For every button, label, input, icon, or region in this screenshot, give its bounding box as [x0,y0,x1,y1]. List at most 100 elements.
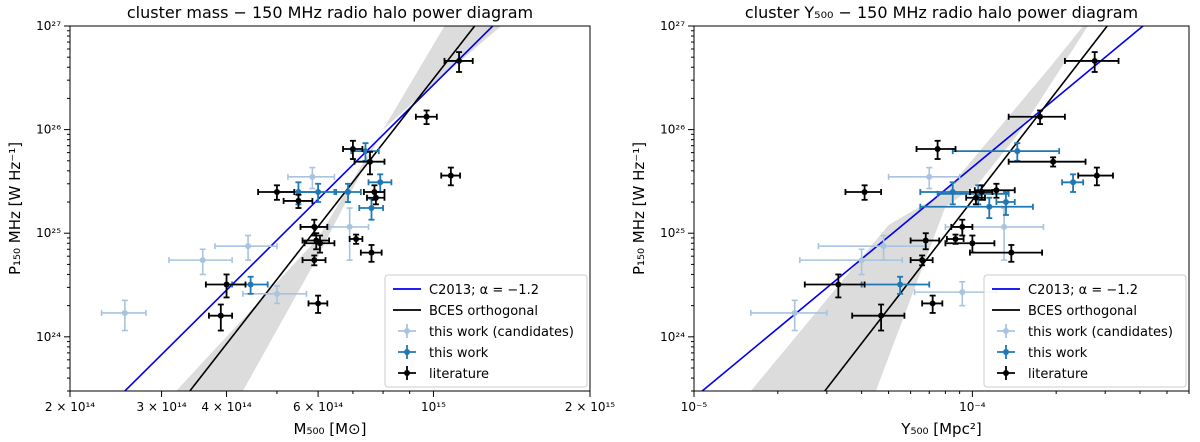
x-tick-label: 3 × 10¹⁴ [136,400,186,414]
x-tick-label: 4 × 10¹⁴ [201,400,251,414]
confidence-band [750,26,1179,391]
y-axis-label: P₁₅₀ MHz [W Hz⁻¹] [630,142,648,275]
data-point [835,281,842,288]
data-point [952,235,959,242]
data-point [456,57,463,64]
data-point [423,113,430,120]
fit-line-c2013 [124,26,494,391]
data-point [878,312,885,319]
data-point [366,158,373,165]
data-point [1037,113,1044,120]
series-candidates [750,166,1045,332]
legend-marker [404,349,410,355]
x-axis-label: M₅₀₀ [M⊙] [294,420,367,438]
series-literature [803,51,1120,332]
legend-marker [404,370,410,376]
axes-frame [693,25,1190,392]
y-tick-label: 10²⁴ [36,330,61,344]
y-tick-label: 10²⁷ [660,19,685,33]
data-point [1050,158,1057,165]
legend-label: this work (candidates) [1028,325,1173,340]
legend-label: this work [429,346,489,361]
chart-panel-1: 10²⁴ 10²⁵ 10²⁶ 10²⁷ 2 × 10¹⁴ 3 × 10¹⁴ 4 × 10¹⁴… [6,3,615,438]
data-point [919,257,926,264]
chart-title: cluster Y₅₀₀ − 150 MHz radio halo power … [745,3,1138,22]
data-point [315,188,322,195]
legend-marker [1003,328,1009,334]
data-point [346,223,353,230]
legend-label: C2013; α = −1.2 [429,283,539,298]
data-point [368,249,375,256]
data-point [1070,179,1077,186]
legend-label: BCES orthogonal [429,304,538,319]
data-point [880,243,887,250]
x-axis-label: Y₅₀₀ [Mpc²] [900,420,981,438]
data-point [362,148,369,155]
y-tick-label: 10²⁶ [660,123,685,137]
data-point [858,257,865,264]
fit-line-c2013 [701,26,1144,391]
data-point [969,240,976,247]
data-point [993,187,1000,194]
data-point [349,145,356,152]
legend-label: literature [429,367,489,382]
data-point [1002,199,1009,206]
plot-area [100,26,590,391]
data-point [247,281,254,288]
x-tick-label: 6 × 10¹⁴ [293,400,343,414]
confidence-band [176,26,590,391]
x-tick-label: 2 × 10¹⁵ [565,400,615,414]
data-point [217,312,224,319]
data-point [1093,172,1100,179]
data-point [372,194,379,201]
data-point [273,188,280,195]
data-point [959,223,966,230]
y-tick-label: 10²⁶ [36,123,61,137]
axes-frame [69,25,591,392]
x-tick-label: 10¹⁵ [421,400,446,414]
data-point [121,309,128,316]
data-point [922,237,929,244]
legend-label: this work (candidates) [429,325,574,340]
legend: C2013; α = −1.2 BCES orthogonal this work … [384,274,588,388]
y-tick-label: 10²⁵ [36,226,61,240]
data-point [986,203,993,210]
data-point [959,289,966,296]
fit-line-bces [824,26,1108,391]
x-tick-label: 10⁻⁵ [681,400,708,414]
data-point [311,257,318,264]
data-point [199,257,206,264]
data-point [1008,249,1015,256]
data-point [353,235,360,242]
data-point [929,300,936,307]
data-point [791,309,798,316]
data-point [311,223,318,230]
fit-line-bces [189,26,476,391]
data-point [245,243,252,250]
data-point [309,173,316,180]
data-point [377,179,384,186]
data-point [1091,57,1098,64]
data-point [1001,223,1008,230]
series-this-work [231,142,393,295]
data-point [447,172,454,179]
data-point [368,205,375,212]
data-point [897,281,904,288]
y-axis-label: P₁₅₀ MHz [W Hz⁻¹] [6,142,24,275]
data-point [926,173,933,180]
data-point [345,188,352,195]
legend-marker [404,328,410,334]
data-point [934,145,941,152]
y-tick-label: 10²⁴ [660,330,685,344]
y-tick-label: 10²⁷ [36,19,61,33]
data-point [295,197,302,204]
x-tick-label: 2 × 10¹⁴ [45,400,95,414]
chart-panel-2: 10²⁴ 10²⁵ 10²⁶ 10²⁷ 10⁻⁵ 10⁻⁴ cluster Y₅₀₀ − 1… [630,3,1190,438]
data-point [972,194,979,201]
y-tick-label: 10²⁵ [660,226,685,240]
plot-area [701,26,1179,391]
data-point [223,281,230,288]
legend-marker [1003,370,1009,376]
x-tick-label: 10⁻⁴ [959,400,986,414]
